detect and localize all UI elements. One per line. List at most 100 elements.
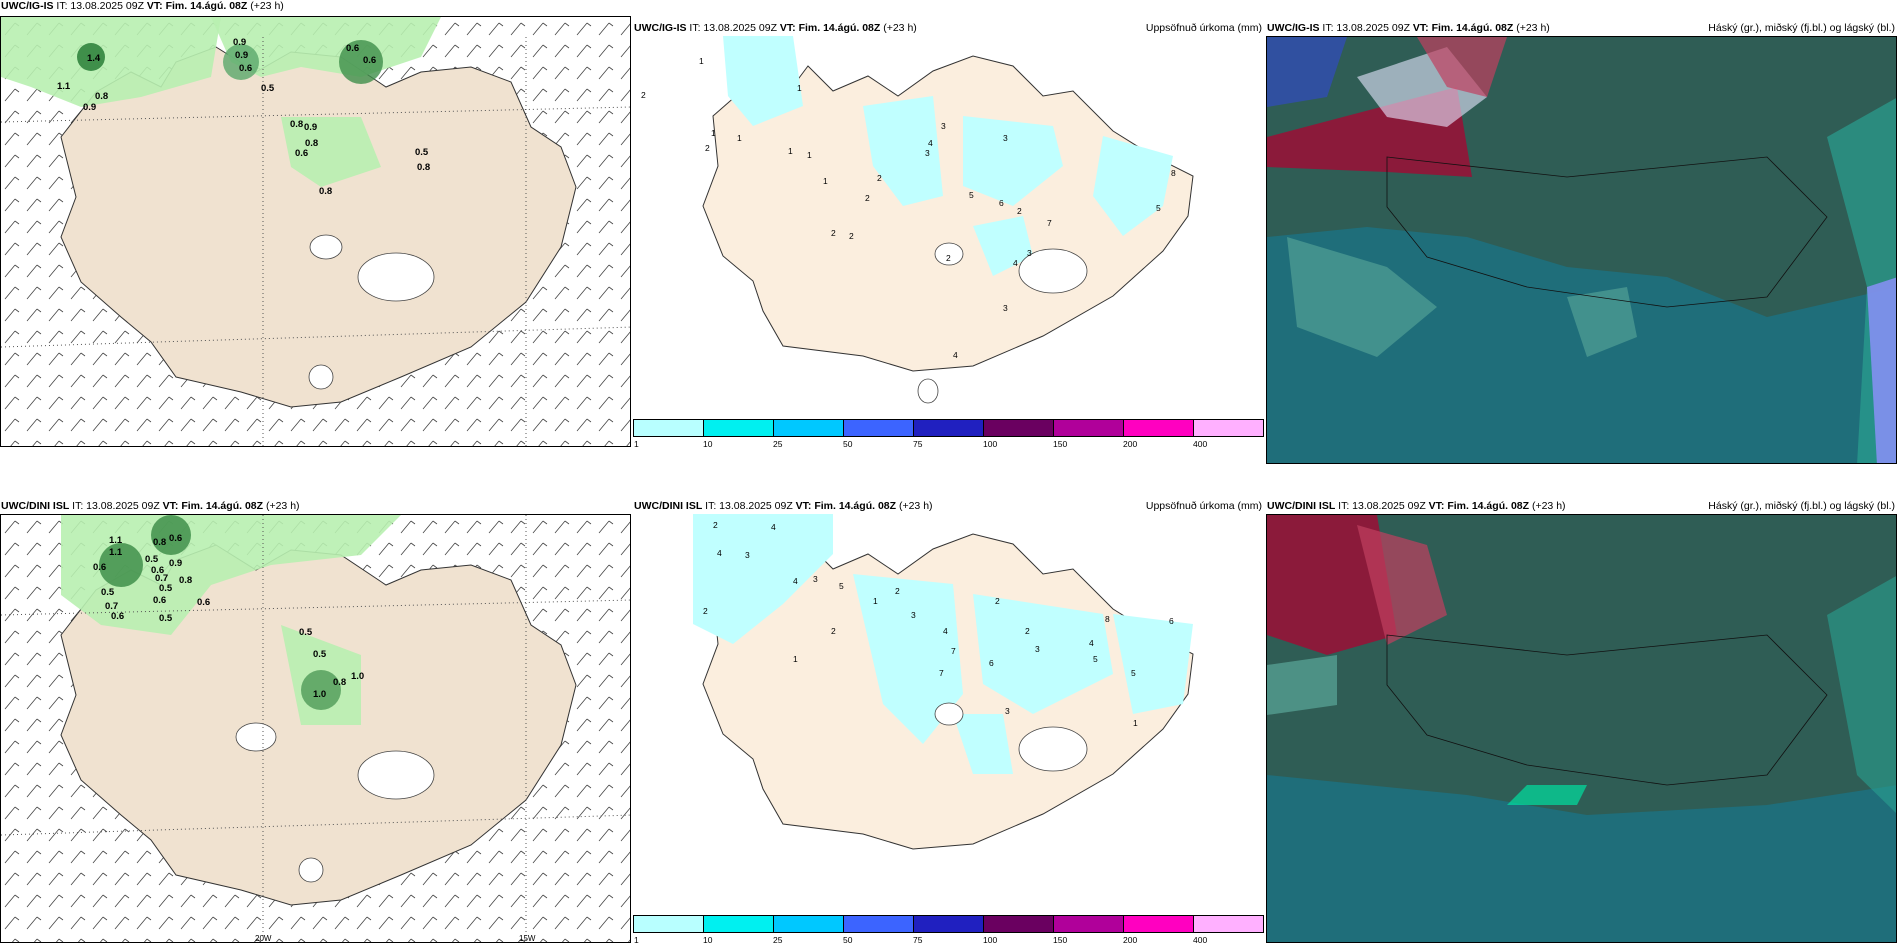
model-name: UWC/IG-IS (634, 22, 687, 34)
lead-time: (+23 h) (883, 22, 917, 34)
colorbar-tick: 100 (983, 439, 998, 449)
panel-header: UWC/DINI ISL IT: 13.08.2025 09Z VT: Fim.… (1266, 496, 1897, 516)
svg-text:1: 1 (807, 150, 812, 160)
svg-text:2: 2 (831, 626, 836, 636)
colorbar-tick: 25 (773, 935, 783, 945)
model-name: UWC/IG-IS (1, 0, 54, 12)
svg-text:0.5: 0.5 (159, 583, 173, 594)
model-name: UWC/IG-IS (1267, 22, 1320, 34)
panel-bottom-wind: UWC/DINI ISL IT: 13.08.2025 09Z VT: Fim.… (0, 496, 631, 943)
model-name: UWC/DINI ISL (1267, 500, 1336, 512)
panel-header: UWC/IG-IS IT: 13.08.2025 09Z VT: Fim. 14… (0, 0, 631, 16)
svg-text:0.5: 0.5 (299, 627, 313, 638)
colorbar-swatch (704, 916, 774, 932)
cloud-map[interactable] (1266, 514, 1897, 943)
svg-text:3: 3 (1035, 644, 1040, 654)
svg-text:0.5: 0.5 (145, 554, 159, 565)
svg-text:4: 4 (1089, 638, 1094, 648)
colorbar-tick: 10 (703, 439, 713, 449)
model-name: UWC/DINI ISL (1, 500, 70, 512)
svg-text:0.6: 0.6 (153, 595, 166, 606)
colorbar-tick: 400 (1193, 935, 1208, 945)
init-time: IT: 13.08.2025 09Z (56, 0, 144, 12)
svg-text:1: 1 (737, 133, 742, 143)
svg-text:2: 2 (703, 606, 708, 616)
colorbar-swatch (984, 420, 1054, 436)
svg-text:3: 3 (1005, 706, 1010, 716)
svg-text:1: 1 (797, 83, 802, 93)
svg-text:2: 2 (1025, 626, 1030, 636)
svg-text:3: 3 (1003, 303, 1008, 313)
colorbar-tick: 50 (843, 935, 853, 945)
svg-text:2: 2 (641, 90, 646, 100)
svg-text:4: 4 (717, 548, 722, 558)
colorbar-swatch (1194, 916, 1263, 932)
colorbar-tick: 75 (913, 935, 923, 945)
svg-text:0.6: 0.6 (93, 562, 106, 573)
colorbar-swatch (634, 420, 704, 436)
svg-text:1: 1 (699, 56, 704, 66)
colorbar-swatch (774, 916, 844, 932)
svg-text:5: 5 (839, 581, 844, 591)
colorbar-tick: 400 (1193, 439, 1208, 449)
product-title: Háský (gr.), miðský (fj.bl.) og lágský (… (1708, 22, 1895, 34)
colorbar-swatch (1054, 916, 1124, 932)
svg-text:0.7: 0.7 (155, 573, 168, 584)
lead-time: (+23 h) (1516, 22, 1550, 34)
svg-text:7: 7 (1047, 218, 1052, 228)
colorbar-swatch (844, 420, 914, 436)
svg-text:2: 2 (865, 193, 870, 203)
colorbar-tick: 75 (913, 439, 923, 449)
panel-top-precip: UWC/IG-IS IT: 13.08.2025 09Z VT: Fim. 14… (633, 0, 1264, 450)
init-time: IT: 13.08.2025 09Z (689, 22, 777, 34)
panel-header: UWC/DINI ISL IT: 13.08.2025 09Z VT: Fim.… (0, 496, 631, 516)
svg-text:0.6: 0.6 (169, 533, 182, 544)
svg-text:5: 5 (1131, 668, 1136, 678)
svg-text:0.8: 0.8 (305, 138, 318, 149)
panel-header: UWC/IG-IS IT: 13.08.2025 09Z VT: Fim. 14… (633, 18, 1264, 38)
svg-text:7: 7 (951, 646, 956, 656)
colorbar-labels: 1 10 25 50 75 100 150 200 400 (633, 439, 1264, 450)
svg-text:3: 3 (911, 610, 916, 620)
svg-text:3: 3 (1027, 248, 1032, 258)
svg-text:3: 3 (925, 148, 930, 158)
valid-time: VT: Fim. 14.ágú. 08Z (1428, 500, 1530, 512)
colorbar-swatch (1124, 916, 1194, 932)
iceland-land (702, 55, 1194, 372)
svg-text:1.0: 1.0 (351, 671, 364, 682)
svg-text:0.8: 0.8 (290, 119, 303, 130)
svg-text:4: 4 (953, 350, 958, 360)
svg-text:2: 2 (877, 173, 882, 183)
colorbar-swatch (914, 916, 984, 932)
svg-text:2: 2 (713, 520, 718, 530)
svg-text:3: 3 (813, 574, 818, 584)
svg-text:0.8: 0.8 (319, 186, 332, 197)
product-title: Háský (gr.), miðský (fj.bl.) og lágský (… (1708, 500, 1895, 512)
wind-map[interactable]: 20W 15W 1.41.1 0.80.9 0.90.9 0.60.5 0.60… (0, 16, 631, 447)
svg-text:2: 2 (849, 231, 854, 241)
colorbar-swatch (844, 916, 914, 932)
lon-label-15w: 15W (519, 934, 536, 943)
valid-time: VT: Fim. 14.ágú. 08Z (779, 22, 881, 34)
product-title: Uppsöfnuð úrkoma (mm) (1145, 22, 1262, 34)
cloud-map[interactable] (1266, 36, 1897, 464)
svg-text:0.9: 0.9 (233, 37, 246, 48)
svg-text:1: 1 (711, 128, 716, 138)
svg-text:1: 1 (823, 176, 828, 186)
wind-map[interactable]: 1.1 1.1 0.6 0.8 0.6 0.5 0.6 0.9 0.7 0.5 0.8 0.… (0, 514, 631, 943)
svg-text:0.9: 0.9 (304, 122, 317, 133)
svg-text:0.6: 0.6 (111, 611, 124, 622)
init-time: IT: 13.08.2025 09Z (1322, 22, 1410, 34)
svg-text:0.5: 0.5 (415, 147, 429, 158)
colorbar-swatch (704, 420, 774, 436)
svg-text:6: 6 (989, 658, 994, 668)
colorbar-swatch (774, 420, 844, 436)
lead-time: (+23 h) (265, 500, 300, 512)
svg-text:3: 3 (941, 121, 946, 131)
svg-text:2: 2 (1017, 206, 1022, 216)
svg-text:0.6: 0.6 (295, 148, 308, 159)
panel-header: UWC/DINI ISL IT: 13.08.2025 09Z VT: Fim.… (633, 496, 1264, 516)
product-title: Uppsöfnuð úrkoma (mm) (1145, 500, 1262, 512)
